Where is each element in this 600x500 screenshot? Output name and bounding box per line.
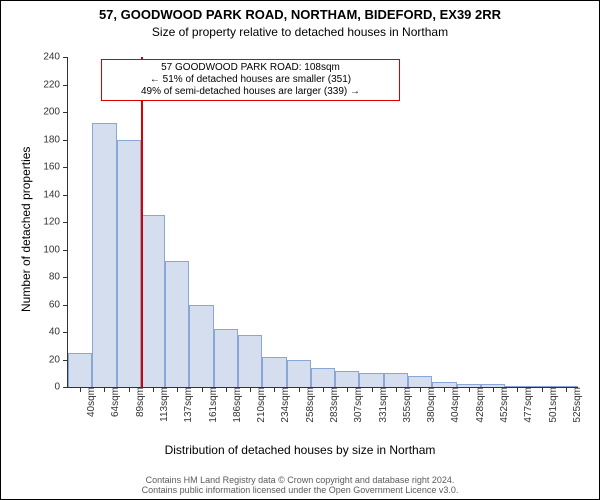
xtick-label: 210sqm [250,387,267,423]
xtick-label: 234sqm [274,387,291,423]
histogram-plot: 02040608010012014016018020022024040sqm64… [67,57,578,388]
histogram-bar [359,373,383,387]
xtick-label: 283sqm [323,387,340,423]
xtick-label: 525sqm [566,387,583,423]
xtick-label: 40sqm [80,387,97,417]
page-title: 57, GOODWOOD PARK ROAD, NORTHAM, BIDEFOR… [1,7,599,22]
xtick-label: 137sqm [177,387,194,423]
ytick-label: 200 [43,107,68,118]
xtick-label: 89sqm [129,387,146,417]
xtick-label: 161sqm [202,387,219,423]
ytick-label: 0 [54,382,68,393]
histogram-bar [408,376,432,387]
ytick-label: 20 [49,354,68,365]
xtick-label: 113sqm [153,387,170,422]
footer: Contains HM Land Registry data © Crown c… [1,475,599,495]
ytick-label: 120 [43,217,68,228]
xtick-label: 355sqm [396,387,413,423]
xtick-label: 186sqm [226,387,243,423]
xtick-label: 428sqm [469,387,486,423]
ytick-label: 80 [49,272,68,283]
footer-line-2: Contains public information licensed und… [1,485,599,495]
ytick-label: 180 [43,134,68,145]
xtick-label: 258sqm [299,387,316,423]
ytick-label: 140 [43,189,68,200]
ytick-label: 100 [43,244,68,255]
x-axis-label: Distribution of detached houses by size … [1,443,599,457]
annotation-line: 57 GOODWOOD PARK ROAD: 108sqm [108,62,393,74]
ytick-label: 40 [49,327,68,338]
histogram-bar [189,305,213,388]
ytick-label: 160 [43,162,68,173]
histogram-bar [287,360,311,388]
histogram-bar [165,261,189,388]
page-root: 57, GOODWOOD PARK ROAD, NORTHAM, BIDEFOR… [0,0,600,500]
xtick-label: 452sqm [493,387,510,423]
annotation-line: 49% of semi-detached houses are larger (… [108,86,393,98]
xtick-label: 331sqm [372,387,389,423]
annotation-box: 57 GOODWOOD PARK ROAD: 108sqm← 51% of de… [101,59,400,101]
y-axis-label: Number of detached properties [19,147,33,312]
histogram-bar [311,368,335,387]
histogram-bar [141,215,165,387]
histogram-bar [262,357,286,387]
histogram-bar [214,329,238,387]
histogram-bar [68,353,92,387]
histogram-bar [238,335,262,387]
footer-line-1: Contains HM Land Registry data © Crown c… [1,475,599,485]
xtick-label: 477sqm [517,387,534,423]
xtick-label: 380sqm [420,387,437,423]
xtick-label: 307sqm [347,387,364,423]
subject-marker-line [141,57,143,387]
xtick-label: 404sqm [444,387,461,423]
ytick-label: 60 [49,299,68,310]
ytick-label: 220 [43,79,68,90]
xtick-label: 501sqm [542,387,559,423]
annotation-line: ← 51% of detached houses are smaller (35… [108,74,393,86]
xtick-label: 64sqm [104,387,121,417]
ytick-label: 240 [43,52,68,63]
histogram-bar [384,373,408,387]
page-subtitle: Size of property relative to detached ho… [1,25,599,39]
histogram-bar [117,140,141,388]
histogram-bar [335,371,359,388]
histogram-bar [92,123,116,387]
